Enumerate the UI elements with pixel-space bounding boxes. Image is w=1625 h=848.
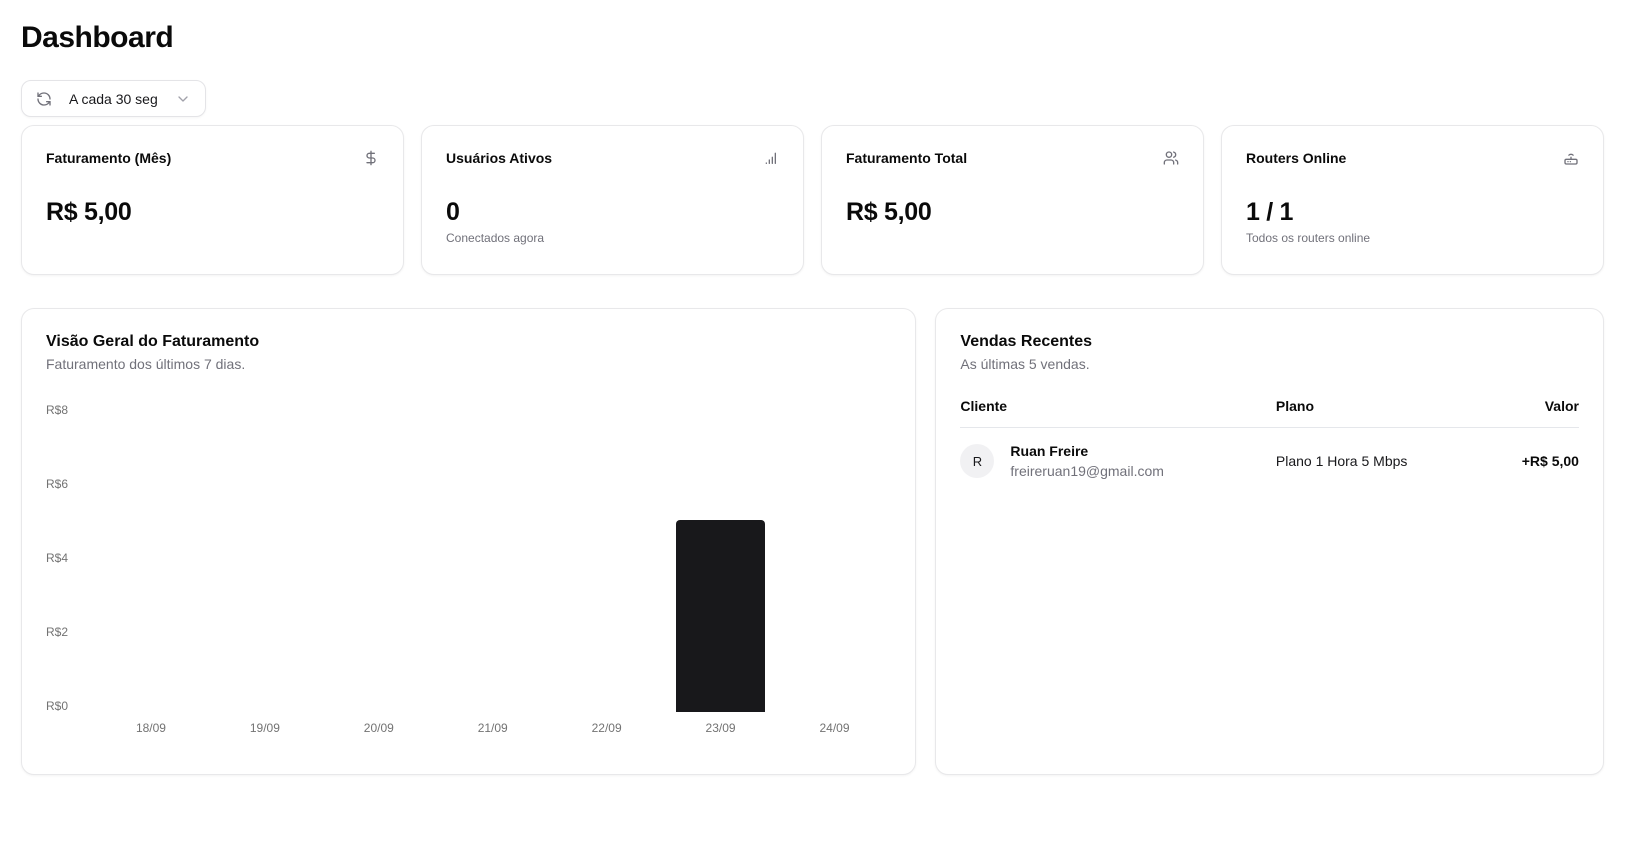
- y-axis: R$8 R$6 R$4 R$2 R$0: [46, 404, 94, 712]
- recent-sales-panel: Vendas Recentes As últimas 5 vendas. Cli…: [935, 308, 1604, 775]
- client-email: freireruan19@gmail.com: [1010, 463, 1164, 480]
- stat-title: Usuários Ativos: [446, 150, 553, 166]
- y-tick-label: R$0: [46, 699, 69, 713]
- avatar: R: [960, 444, 995, 479]
- client-name: Ruan Freire: [1010, 443, 1089, 459]
- refresh-interval-label: A cada 30 seg: [69, 90, 158, 107]
- x-tick-label: 18/09: [135, 721, 166, 735]
- x-axis: 18/09 19/09 20/09 21/09 22/09 23/09 24/0…: [94, 721, 891, 735]
- y-tick-label: R$4: [46, 551, 69, 565]
- sales-subtitle: As últimas 5 vendas.: [960, 356, 1090, 372]
- x-tick-label: 21/09: [477, 721, 508, 735]
- x-tick-label: 24/09: [819, 721, 850, 735]
- stat-value: 0: [446, 198, 460, 226]
- bar-slot: [550, 404, 664, 712]
- bar-slot: [322, 404, 436, 712]
- stat-value: R$ 5,00: [46, 198, 132, 226]
- stat-card-faturamento-total: Faturamento Total R$ 5,00: [821, 125, 1204, 275]
- y-tick-label: R$8: [46, 403, 69, 417]
- stat-title: Routers Online: [1246, 150, 1347, 166]
- stat-card-faturamento-mes: Faturamento (Mês) R$ 5,00: [21, 125, 404, 275]
- x-tick-label: 19/09: [249, 721, 280, 735]
- x-tick-label: 20/09: [363, 721, 394, 735]
- chevron-down-icon: [175, 91, 191, 107]
- chart-subtitle: Faturamento dos últimos 7 dias.: [46, 356, 246, 372]
- bar-slot: [436, 404, 550, 712]
- column-header-valor: Valor: [1544, 398, 1579, 414]
- y-tick-label: R$2: [46, 625, 69, 639]
- bar-slot: [94, 404, 208, 712]
- users-icon: [1163, 150, 1179, 171]
- stat-card-usuarios-ativos: Usuários Ativos 0 Conectados agora: [421, 125, 804, 275]
- y-tick-label: R$6: [46, 477, 69, 491]
- stat-title: Faturamento Total: [846, 150, 968, 166]
- chart-bars: [94, 404, 891, 712]
- stat-subtitle: Todos os routers online: [1246, 231, 1371, 245]
- bar-chart-icon: [763, 150, 779, 171]
- page-title: Dashboard: [21, 21, 174, 54]
- dollar-sign-icon: [363, 150, 379, 171]
- refresh-icon: [36, 91, 52, 107]
- revenue-overview-panel: Visão Geral do Faturamento Faturamento d…: [21, 308, 917, 775]
- revenue-bar-chart: R$8 R$6 R$4 R$2 R$0 18/09 19/09 20/09 21…: [46, 404, 891, 735]
- stats-grid: Faturamento (Mês) R$ 5,00 Usuários Ativo…: [21, 125, 1604, 275]
- plan-name: Plano 1 Hora 5 Mbps: [1275, 453, 1408, 470]
- sale-value: +R$ 5,00: [1521, 453, 1579, 470]
- bar-slot: [208, 404, 322, 712]
- x-tick-label: 22/09: [591, 721, 622, 735]
- router-icon: [1563, 150, 1579, 171]
- main-grid: Visão Geral do Faturamento Faturamento d…: [21, 308, 1604, 775]
- column-header-plano: Plano: [1275, 398, 1314, 414]
- sales-table-header: Cliente Plano Valor: [960, 398, 1579, 428]
- stat-subtitle: Conectados agora: [446, 231, 545, 245]
- column-header-cliente: Cliente: [960, 398, 1008, 414]
- stat-value: R$ 5,00: [846, 198, 932, 226]
- bar-slot: [664, 404, 778, 712]
- x-tick-label: 23/09: [705, 721, 736, 735]
- sale-row: R Ruan Freire freireruan19@gmail.com Pla…: [960, 428, 1579, 495]
- refresh-interval-select[interactable]: A cada 30 seg: [21, 80, 206, 117]
- bar[interactable]: [676, 519, 765, 712]
- stat-card-routers-online: Routers Online 1 / 1 Todos os routers on…: [1221, 125, 1604, 275]
- stat-title: Faturamento (Mês): [46, 150, 172, 166]
- sales-title: Vendas Recentes: [960, 333, 1093, 350]
- chart-title: Visão Geral do Faturamento: [46, 333, 260, 350]
- bar-slot: [778, 404, 892, 712]
- stat-value: 1 / 1: [1246, 198, 1294, 226]
- sales-table: Cliente Plano Valor R Ruan Freire freire…: [960, 398, 1579, 495]
